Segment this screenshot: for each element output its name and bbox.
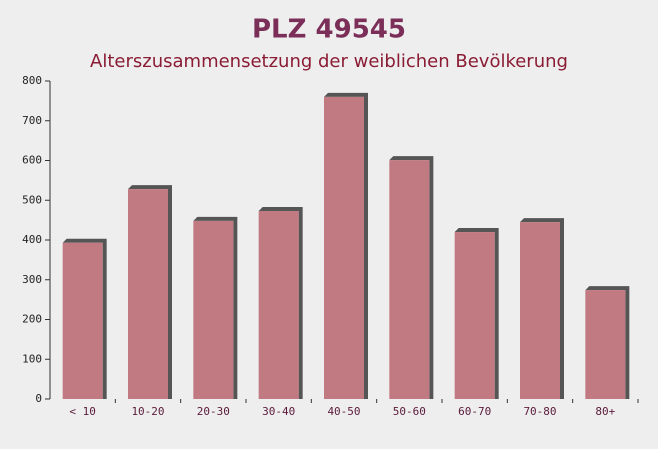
x-tick-label: 50-60 [393, 405, 426, 418]
bar [454, 232, 495, 399]
bar [258, 210, 299, 399]
bar [193, 220, 234, 399]
x-tick-label: 70-80 [523, 405, 556, 418]
y-tick-label: 300 [22, 273, 42, 286]
bar [128, 189, 168, 399]
y-tick-label: 0 [35, 392, 42, 405]
y-tick-label: 400 [22, 233, 42, 246]
bar [389, 160, 430, 399]
x-tick-label: 60-70 [458, 405, 491, 418]
chart-title: PLZ 49545 [252, 15, 406, 45]
y-tick-label: 800 [22, 74, 42, 87]
bar [324, 96, 364, 400]
x-tick-label: 30-40 [262, 405, 295, 418]
x-tick-label: < 10 [69, 405, 96, 418]
x-tick-label: 40-50 [327, 405, 360, 418]
y-tick-label: 200 [22, 313, 42, 326]
bar [520, 222, 560, 399]
x-tick-label: 20-30 [197, 405, 230, 418]
y-tick-label: 500 [22, 193, 42, 206]
x-tick-label: 10-20 [131, 405, 164, 418]
x-tick-label: 80+ [595, 405, 615, 418]
y-tick-label: 100 [22, 352, 42, 365]
y-tick-label: 700 [22, 114, 42, 127]
bar [62, 242, 103, 399]
y-tick-label: 600 [22, 154, 42, 167]
bar [585, 290, 626, 399]
chart-subtitle: Alterszusammensetzung der weiblichen Bev… [90, 51, 568, 72]
